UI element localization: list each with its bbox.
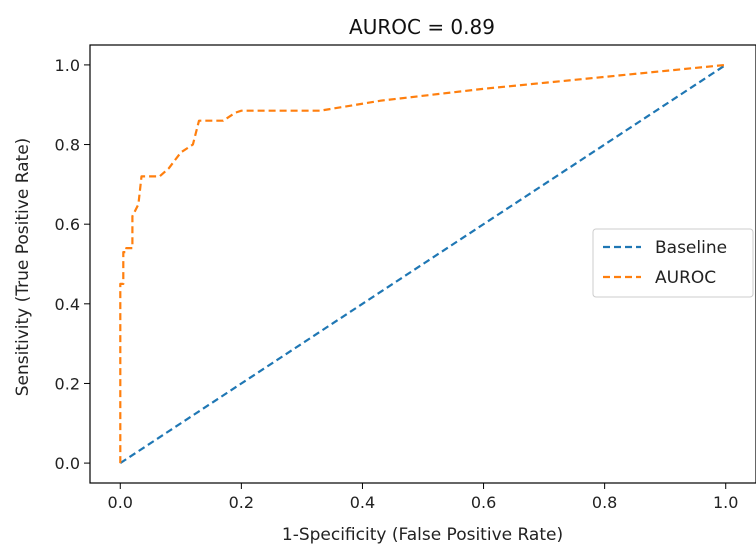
y-axis-label: Sensitivity (True Positive Rate) <box>13 138 33 397</box>
plot-frame <box>89 44 756 484</box>
legend-box <box>592 228 754 298</box>
x-axis-ticks: 0.0 0.2 0.4 0.6 0.8 1.0 <box>108 483 738 512</box>
x-tick-label: 0.8 <box>592 493 617 512</box>
y-tick-label: 1.0 <box>55 56 80 75</box>
y-tick-label: 0.8 <box>55 136 80 155</box>
series-line-auroc <box>119 63 726 464</box>
x-axis-label: 1-Specificity (False Positive Rate) <box>282 525 563 544</box>
y-tick-label: 0.2 <box>55 374 80 393</box>
y-axis-ticks: 0.0 0.2 0.4 0.6 0.8 1.0 <box>55 56 90 473</box>
x-tick-label: 1.0 <box>713 493 738 512</box>
x-tick-label: 0.6 <box>471 493 496 512</box>
y-tick-label: 0.4 <box>55 295 80 314</box>
legend-label-auroc: AUROC <box>655 268 716 288</box>
x-tick-label: 0.2 <box>229 493 254 512</box>
legend-label-baseline: Baseline <box>655 238 727 258</box>
legend: Baseline AUROC <box>592 228 754 298</box>
chart-title: AUROC = 0.89 <box>349 15 495 39</box>
y-tick-label: 0.0 <box>55 454 80 473</box>
plot-area <box>119 63 727 465</box>
y-tick-label: 0.6 <box>55 215 80 234</box>
x-tick-label: 0.0 <box>108 493 133 512</box>
x-tick-label: 0.4 <box>350 493 375 512</box>
